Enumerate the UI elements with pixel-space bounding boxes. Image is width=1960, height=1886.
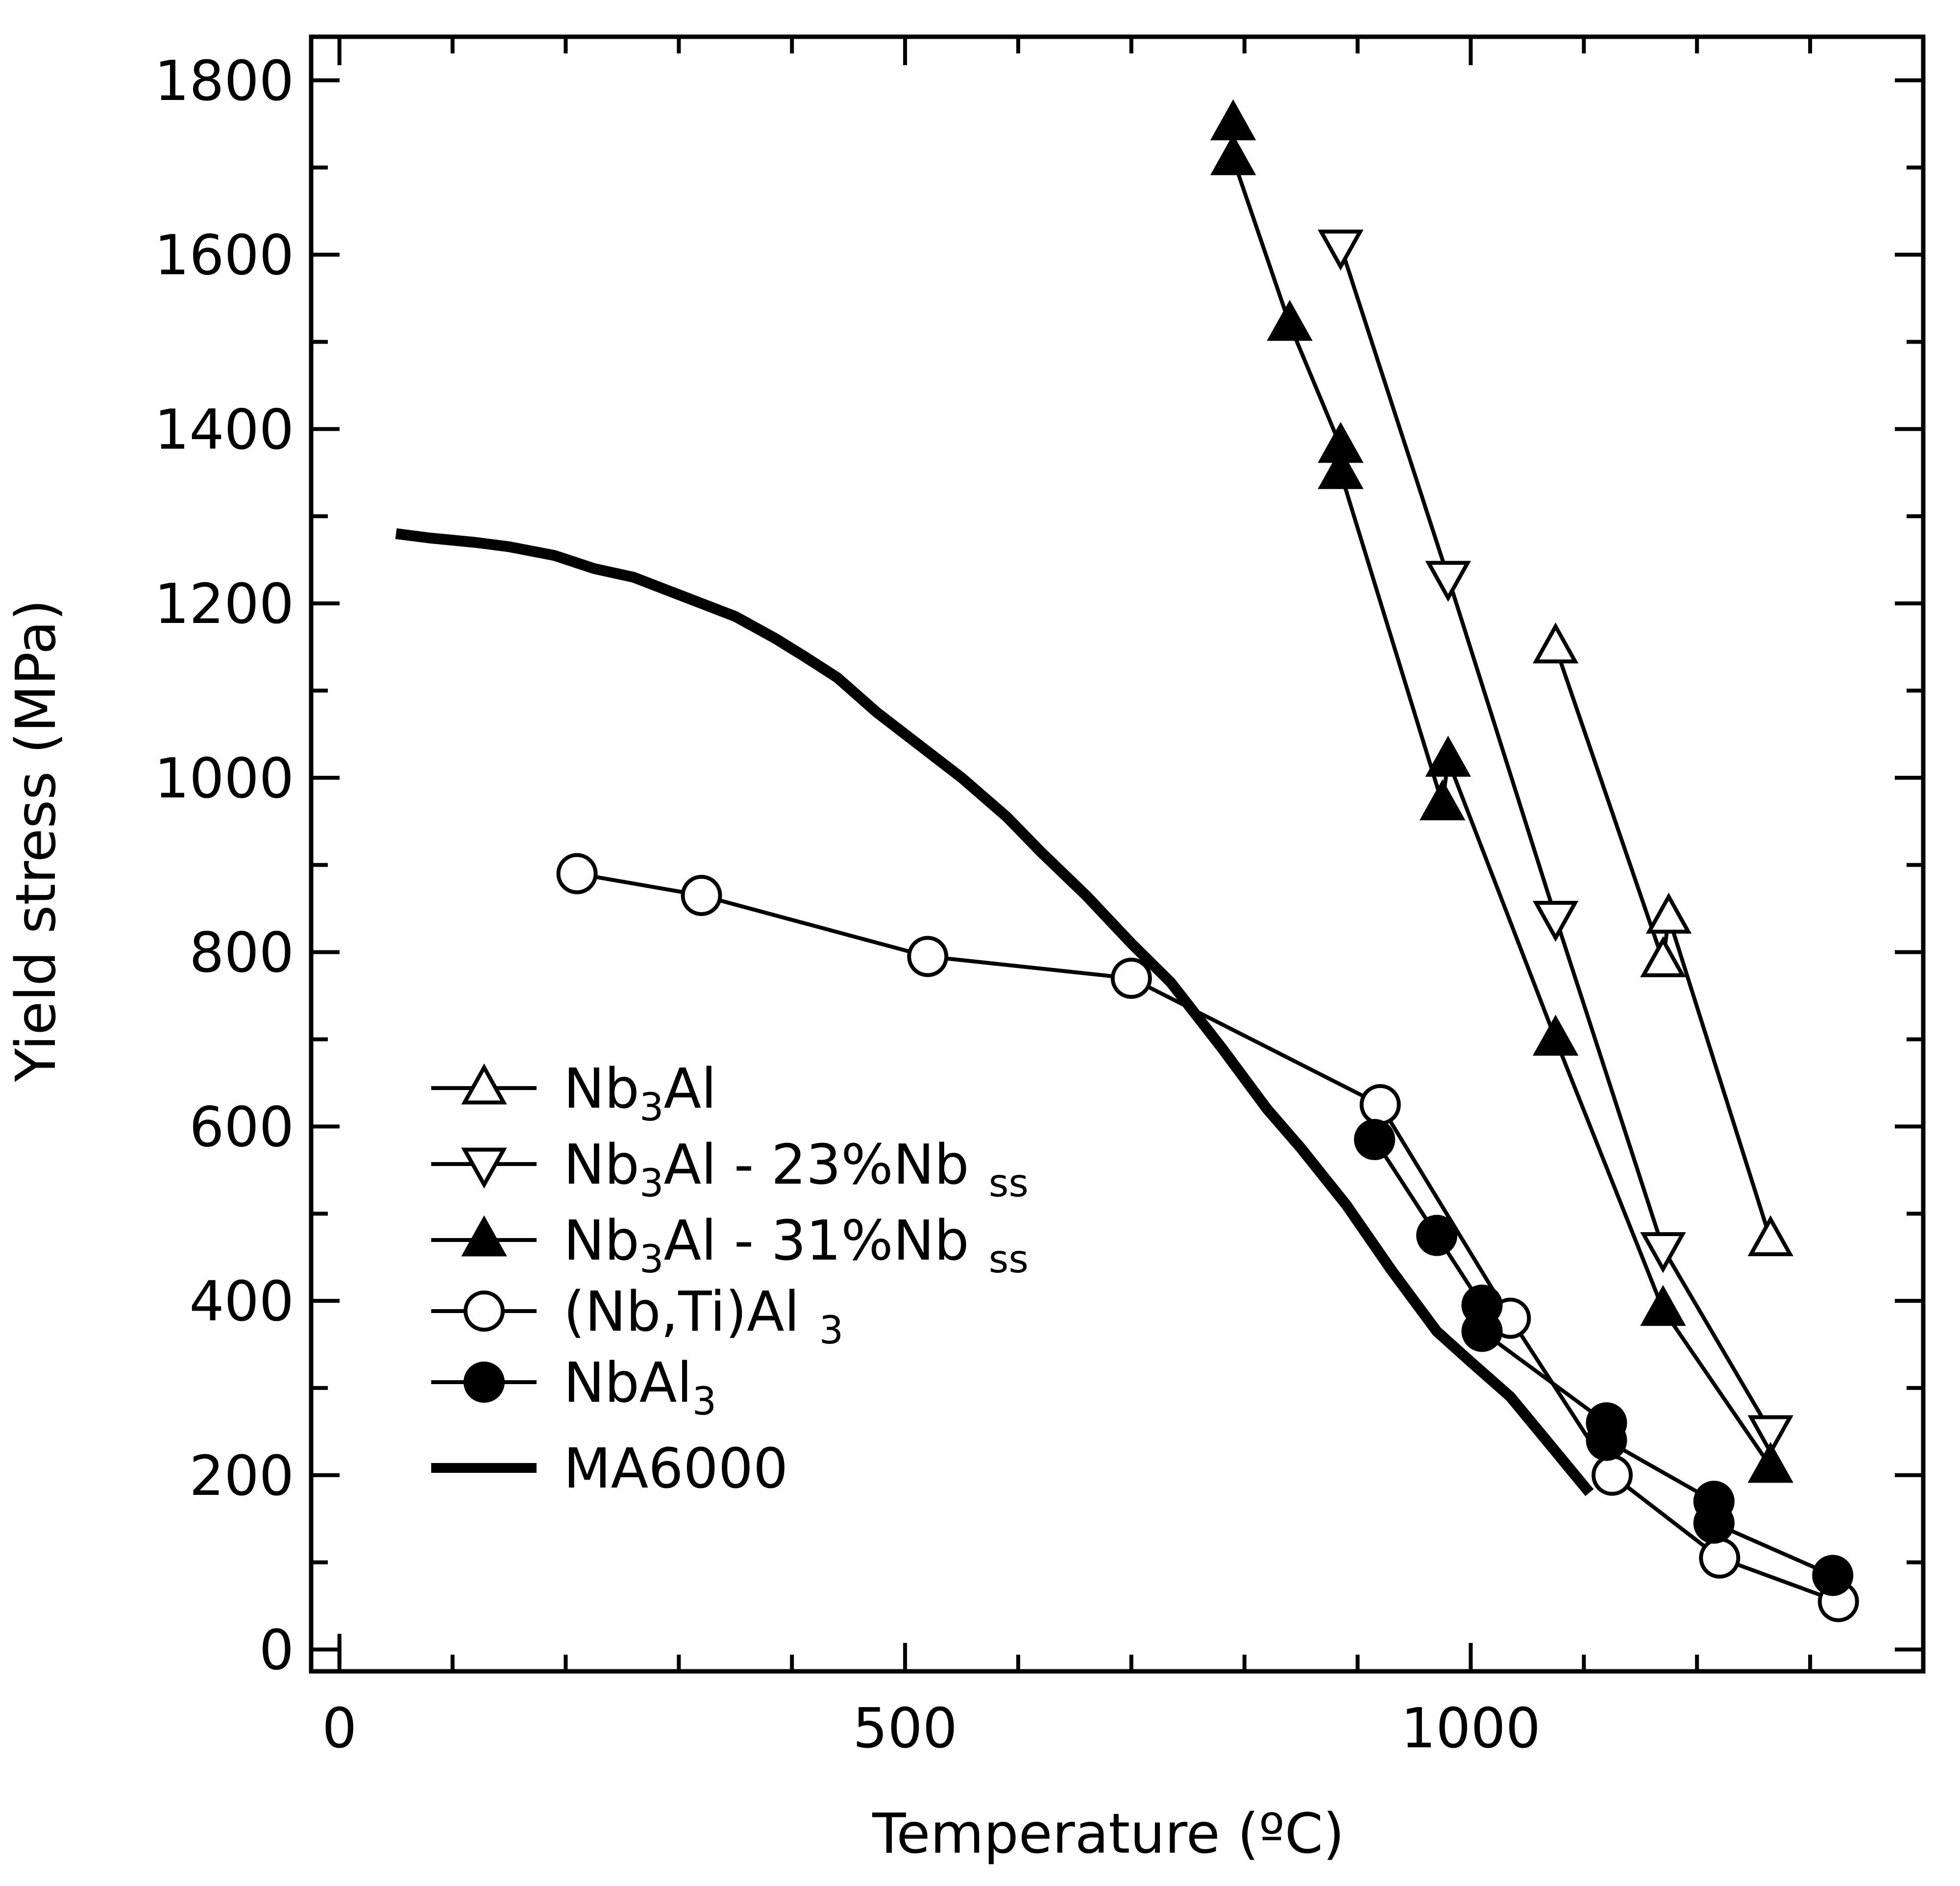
- series-3: [556, 853, 1859, 1622]
- data-point: [1461, 1311, 1503, 1352]
- legend-swatch-marker: [461, 1063, 507, 1105]
- data-point: [1420, 779, 1466, 820]
- data-point: [1532, 1015, 1579, 1056]
- series-0: [1532, 622, 1794, 1256]
- y-tick-label: 1200: [154, 572, 294, 636]
- data-point: [1425, 561, 1471, 602]
- series-line: [1553, 646, 1773, 1241]
- data-point: [1110, 957, 1152, 999]
- legend-label: (Nb,Ti)Al 3: [564, 1280, 843, 1353]
- legend-item-4: NbAl3: [431, 1351, 716, 1424]
- data-point: [1416, 1215, 1458, 1256]
- data-point: [1532, 622, 1579, 664]
- series-line: [395, 528, 1594, 1496]
- x-tick-label: 0: [322, 1697, 357, 1761]
- data-point: [556, 853, 598, 894]
- y-tick-label: 200: [189, 1444, 294, 1508]
- legend-item-1: Nb3Al - 23%Nb ss: [431, 1133, 1029, 1206]
- series-4: [1354, 1119, 1854, 1596]
- legend-swatch-marker: [464, 1290, 505, 1332]
- data-point: [1747, 1441, 1794, 1483]
- series-line: [1339, 245, 1772, 1433]
- series-1: [1318, 229, 1794, 1457]
- legend-item-0: Nb3Al: [431, 1057, 716, 1130]
- legend-swatch-marker: [461, 1215, 507, 1257]
- legend-label: MA6000: [564, 1437, 788, 1501]
- data-point: [1359, 1084, 1401, 1125]
- data-point: [1747, 1415, 1794, 1457]
- data-point: [1210, 99, 1256, 141]
- y-tick-label: 0: [259, 1619, 294, 1683]
- x-tick-label: 500: [853, 1697, 957, 1761]
- legend-swatch-marker: [464, 1362, 505, 1403]
- legend-label: Nb3Al - 31%Nb ss: [564, 1209, 1029, 1282]
- y-tick-label: 800: [189, 921, 294, 985]
- legend-swatch-marker: [461, 1147, 507, 1189]
- y-tick-label: 1600: [154, 224, 294, 288]
- y-axis-label: Yield stress (MPa): [4, 599, 68, 1082]
- data-point: [1267, 299, 1313, 341]
- data-point: [1592, 1454, 1633, 1496]
- data-point: [1318, 448, 1364, 489]
- y-tick-label: 600: [189, 1095, 294, 1159]
- data-point: [1645, 893, 1692, 934]
- legend-label: Nb3Al - 23%Nb ss: [564, 1133, 1029, 1206]
- legend-label: NbAl3: [564, 1351, 716, 1424]
- data-point: [1425, 736, 1471, 777]
- axes: 0 200 400 600 800 1000 1200 1400 1600 1800 0 500 100…: [154, 34, 1926, 1761]
- data-point: [1210, 134, 1256, 175]
- legend-label: Nb3Al: [564, 1057, 716, 1130]
- data-point: [907, 936, 949, 977]
- y-tick-label: 1400: [154, 398, 294, 462]
- y-tick-label: 400: [189, 1270, 294, 1334]
- series-5: [395, 528, 1594, 1496]
- legend-item-2: Nb3Al - 31%Nb ss: [431, 1209, 1029, 1282]
- y-tick-label: 1800: [154, 50, 294, 113]
- plot-frame: [309, 34, 1926, 1674]
- data-point: [1640, 1232, 1686, 1273]
- data-point: [1318, 229, 1364, 271]
- legend-item-5: MA6000: [431, 1437, 788, 1501]
- data-point: [1812, 1555, 1854, 1596]
- data-point: [1747, 1215, 1794, 1256]
- data-point: [681, 874, 722, 916]
- legend-item-3: (Nb,Ti)Al 3: [431, 1280, 843, 1353]
- series-line: [1231, 124, 1772, 1468]
- series-2: [1210, 99, 1794, 1483]
- data-point: [1586, 1419, 1627, 1461]
- data-point: [1640, 1285, 1686, 1326]
- data-point: [1693, 1502, 1735, 1544]
- x-tick-label: 1000: [1401, 1697, 1541, 1761]
- data-point: [1640, 936, 1686, 977]
- x-axis-label: Temperature (ºC): [872, 1802, 1344, 1866]
- data-point: [1354, 1119, 1396, 1161]
- data-point: [1532, 901, 1579, 942]
- series-layer: [395, 99, 1859, 1622]
- y-tick-label: 1000: [154, 747, 294, 811]
- data-point: [1699, 1537, 1740, 1579]
